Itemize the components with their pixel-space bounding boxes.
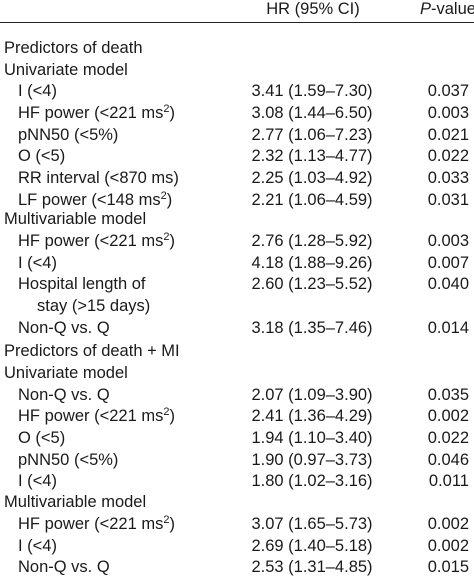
predictor-text: RR interval (<870 ms): [18, 169, 179, 187]
superscript: 2: [163, 406, 170, 418]
p-value: 0.035: [427, 386, 469, 404]
predictor-label: HF power (<221 ms2): [18, 406, 175, 426]
hr-value: 1.94 (1.10–3.40): [251, 429, 373, 447]
predictor-label-continued: stay (>15 days): [37, 297, 151, 315]
predictor-text: HF power (<221 ms: [18, 515, 164, 533]
predictor-tail: ): [169, 407, 175, 425]
predictor-text: Non-Q vs. Q: [18, 319, 110, 337]
predictor-label: HF power (<221 ms2): [18, 231, 175, 251]
header-p-italic: P: [420, 0, 432, 18]
predictor-label: Non-Q vs. Q: [18, 557, 110, 577]
hr-value: 1.90 (0.97–3.73): [251, 451, 373, 469]
predictor-text: O (<5): [18, 429, 66, 447]
p-value: 0.031: [427, 191, 469, 209]
predictor-tail: ): [166, 191, 173, 209]
p-value: 0.007: [427, 254, 469, 272]
predictor-text: I (<4): [18, 472, 57, 490]
predictor-text: Non-Q vs. Q: [18, 386, 110, 404]
p-value: 0.014: [427, 319, 469, 337]
hr-value: 2.21 (1.06–4.59): [251, 191, 373, 209]
hr-value: 2.53 (1.31–4.85): [251, 558, 373, 576]
predictor-tail: ): [169, 104, 175, 122]
p-value: 0.046: [427, 451, 469, 469]
predictor-label: I (<4): [18, 253, 57, 273]
predictor-label: RR interval (<870 ms): [18, 168, 179, 188]
predictor-text: Hospital length of: [18, 275, 146, 293]
predictor-text: O (<5): [18, 147, 66, 165]
hr-value: 4.18 (1.88–9.26): [251, 254, 373, 272]
hr-value: 2.69 (1.40–5.18): [251, 537, 373, 555]
p-value: 0.002: [427, 407, 469, 425]
p-value: 0.002: [427, 537, 469, 555]
predictor-label: HF power (<221 ms2): [18, 514, 175, 534]
p-value: 0.002: [427, 515, 469, 533]
p-value: 0.003: [427, 232, 469, 250]
p-value: 0.040: [427, 275, 469, 293]
p-value: 0.003: [427, 104, 469, 122]
hr-value: 3.41 (1.59–7.30): [251, 82, 373, 100]
p-value: 0.033: [427, 169, 469, 187]
hr-value: 2.41 (1.36–4.29): [251, 407, 373, 425]
hr-value: 2.07 (1.09–3.90): [251, 386, 373, 404]
predictor-text: HF power (<221 ms: [18, 104, 164, 122]
section-heading: Univariate model: [4, 61, 128, 79]
p-value: 0.037: [427, 82, 469, 100]
hr-value: 2.60 (1.23–5.52): [251, 275, 373, 293]
superscript: 2: [163, 103, 170, 115]
hr-value: 2.76 (1.28–5.92): [251, 232, 373, 250]
p-value: 0.011: [428, 472, 469, 490]
hr-value: 3.08 (1.44–6.50): [251, 104, 373, 122]
section-heading: Multivariable model: [4, 210, 147, 228]
predictor-label: LF power (<148 ms2): [18, 190, 172, 210]
predictor-tail: ): [169, 515, 175, 533]
hr-value: 2.32 (1.13–4.77): [251, 147, 373, 165]
predictor-text: pNN50 (<5%): [18, 126, 119, 144]
predictor-text: HF power (<221 ms: [18, 232, 164, 250]
section-heading: Multivariable model: [4, 493, 147, 511]
p-value: 0.022: [427, 147, 469, 165]
predictor-text: Non-Q vs. Q: [18, 558, 110, 576]
p-value: 0.022: [427, 429, 469, 447]
hr-value: 1.80 (1.02–3.16): [251, 472, 373, 490]
predictor-text: I (<4): [18, 82, 57, 100]
superscript: 2: [160, 190, 167, 202]
superscript: 2: [163, 231, 170, 243]
section-heading: Univariate model: [4, 364, 128, 382]
predictor-label: Non-Q vs. Q: [18, 385, 110, 405]
superscript: 2: [163, 514, 170, 526]
hr-value: 2.77 (1.06–7.23): [251, 126, 373, 144]
predictor-tail: ): [169, 232, 175, 250]
predictor-text: HF power (<221 ms: [18, 407, 164, 425]
header-p-rest: -value: [431, 0, 474, 18]
header-hr: HR (95% CI): [266, 0, 360, 18]
predictor-label: pNN50 (<5%): [18, 450, 118, 470]
predictor-text: pNN50 (<5%): [18, 451, 119, 469]
section-heading: Predictors of death + MI: [4, 342, 180, 360]
predictor-label: I (<4): [18, 471, 57, 491]
predictor-label: O (<5): [18, 428, 65, 448]
predictor-text: LF power (<148 ms: [18, 191, 161, 209]
predictor-label: I (<4): [18, 81, 57, 101]
hr-value: 2.25 (1.03–4.92): [251, 169, 373, 187]
hr-value: 3.18 (1.35–7.46): [251, 319, 373, 337]
p-value: 0.021: [427, 126, 469, 144]
section-heading: Predictors of death: [4, 39, 143, 57]
predictor-label: Hospital length of: [18, 274, 146, 294]
header-rule: [0, 22, 474, 23]
predictor-label: pNN50 (<5%): [18, 125, 118, 145]
header-p-value: P-value: [420, 0, 474, 19]
p-value: 0.015: [427, 558, 469, 576]
predictor-text: I (<4): [18, 537, 57, 555]
hr-value: 3.07 (1.65–5.73): [251, 515, 373, 533]
predictor-label: HF power (<221 ms2): [18, 103, 175, 123]
predictor-label: I (<4): [18, 536, 57, 556]
predictor-label: Non-Q vs. Q: [18, 318, 110, 338]
predictor-text: I (<4): [18, 254, 57, 272]
predictor-label: O (<5): [18, 146, 65, 166]
